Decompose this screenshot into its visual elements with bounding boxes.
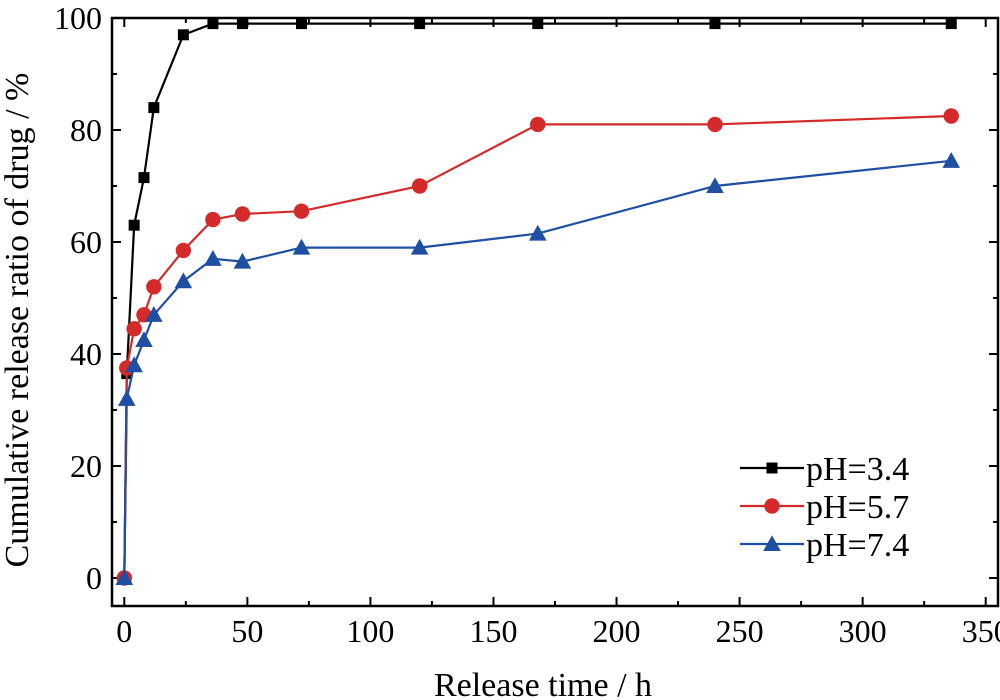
series-1	[118, 18, 957, 584]
legend-marker	[763, 535, 781, 552]
series-3	[115, 152, 961, 586]
data-point	[174, 272, 193, 289]
data-point	[410, 238, 429, 255]
data-point	[205, 211, 221, 228]
data-point	[126, 321, 142, 337]
legend-entry: pH=7.4	[740, 527, 909, 564]
data-point	[707, 116, 723, 133]
data-point	[128, 219, 140, 231]
y-tick-label: 40	[70, 336, 102, 372]
y-tick-label: 60	[70, 224, 102, 260]
legend-entry: pH=3.4	[740, 451, 909, 488]
data-point	[177, 29, 189, 41]
data-point	[943, 108, 959, 124]
legend-label: pH=7.4	[806, 527, 909, 564]
series-layer	[115, 18, 961, 586]
legend-marker	[764, 498, 780, 514]
x-axis-label: Release time / h	[434, 667, 652, 700]
data-point	[293, 203, 310, 219]
data-point	[117, 390, 136, 406]
data-point	[530, 116, 546, 133]
data-point	[942, 152, 961, 168]
data-point	[204, 250, 222, 266]
data-point	[115, 569, 134, 586]
data-point	[411, 178, 428, 194]
x-tick-label: 250	[716, 613, 764, 649]
y-tick-label: 100	[54, 0, 102, 36]
legend-marker	[766, 462, 778, 474]
x-tick-label: 0	[116, 613, 132, 649]
legend-entry: pH=5.7	[740, 489, 909, 526]
data-point	[135, 331, 153, 348]
y-tick-label: 0	[86, 560, 102, 596]
y-tick-label: 20	[70, 448, 102, 484]
data-point	[234, 206, 251, 222]
x-tick-label: 100	[346, 613, 394, 649]
y-tick-label: 80	[70, 112, 102, 148]
data-point	[175, 242, 192, 259]
data-point	[528, 224, 547, 241]
x-tick-label: 350	[962, 613, 1000, 649]
data-point	[709, 18, 721, 30]
legend-label: pH=5.7	[806, 489, 909, 526]
data-point	[706, 177, 724, 194]
data-point	[532, 18, 544, 30]
data-point	[145, 306, 163, 322]
data-point	[945, 18, 957, 30]
data-point	[414, 18, 426, 30]
y-axis-label: Cumulative release ratio of drug / %	[0, 73, 36, 568]
data-point	[292, 238, 311, 255]
y-axis-ticks: 0 20 40 60 80 100	[54, 0, 998, 596]
data-point	[138, 172, 150, 184]
x-tick-label: 200	[593, 613, 641, 649]
x-tick-label: 300	[839, 613, 887, 649]
data-point	[207, 18, 219, 30]
series-2	[116, 108, 959, 586]
x-axis-ticks: 0 50 100 150 200 250 300 350	[116, 18, 1000, 649]
x-tick-label: 150	[469, 613, 517, 649]
data-point	[296, 18, 308, 30]
data-point	[233, 252, 252, 269]
x-tick-label: 50	[231, 613, 263, 649]
data-point	[148, 102, 160, 114]
legend: pH=3.4pH=5.7pH=7.4	[740, 451, 909, 564]
data-point	[146, 279, 162, 295]
legend-label: pH=3.4	[806, 451, 909, 488]
data-point	[236, 18, 248, 30]
data-point	[125, 356, 143, 373]
